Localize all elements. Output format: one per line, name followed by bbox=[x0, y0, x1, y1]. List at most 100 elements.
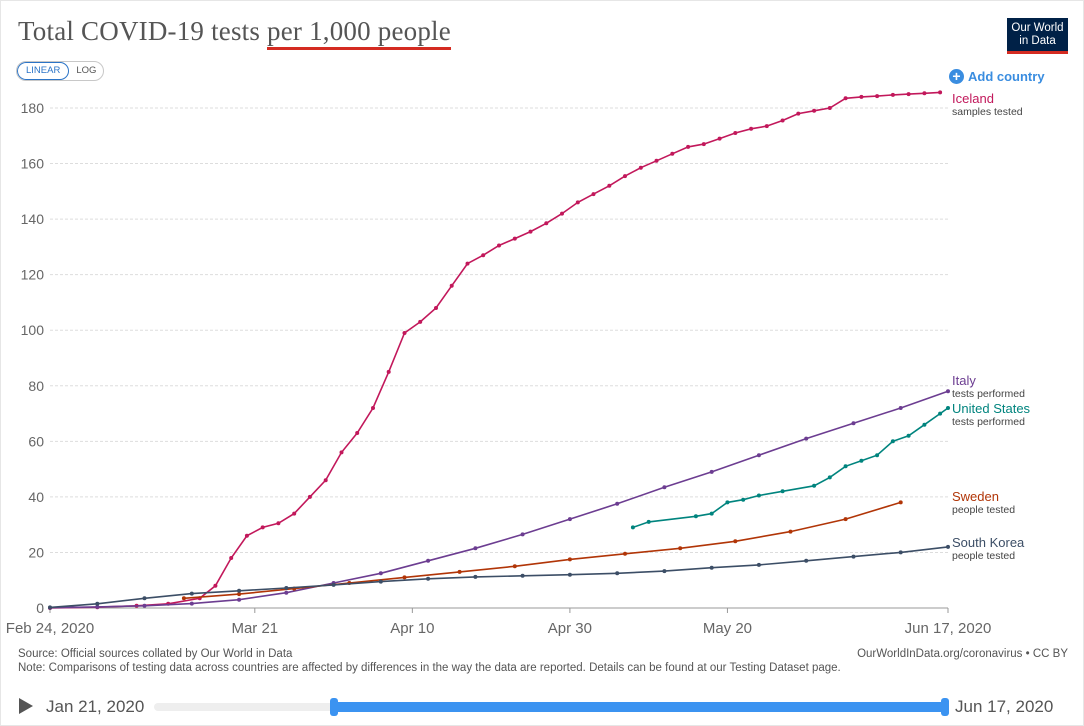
series-label: Iceland bbox=[952, 91, 994, 106]
play-icon[interactable] bbox=[19, 698, 33, 714]
series-sublabel: tests performed bbox=[952, 416, 1025, 428]
y-tick-label: 160 bbox=[21, 156, 45, 172]
y-tick-label: 0 bbox=[36, 600, 44, 616]
timeline-start-handle[interactable] bbox=[330, 698, 338, 716]
data-point bbox=[181, 596, 186, 601]
data-point bbox=[473, 546, 478, 551]
site-credit[interactable]: OurWorldInData.org/coronavirus • CC BY bbox=[857, 648, 1068, 660]
data-point bbox=[898, 406, 903, 410]
x-tick-label: Feb 24, 2020 bbox=[6, 620, 94, 637]
timeline-start-date: Jan 21, 2020 bbox=[46, 697, 145, 716]
data-point bbox=[646, 519, 651, 524]
source-text: Source: Official sources collated by Our… bbox=[18, 648, 293, 660]
data-point bbox=[946, 389, 950, 394]
data-point bbox=[402, 575, 407, 580]
timeline-end-handle[interactable] bbox=[941, 698, 949, 716]
data-point bbox=[733, 539, 738, 544]
data-point bbox=[938, 90, 943, 95]
data-point bbox=[804, 436, 809, 441]
data-point bbox=[229, 556, 234, 560]
data-point bbox=[465, 261, 470, 266]
data-point bbox=[827, 106, 832, 110]
data-point bbox=[780, 118, 785, 123]
data-point bbox=[512, 236, 517, 241]
data-point bbox=[756, 493, 761, 498]
data-point bbox=[142, 596, 147, 601]
data-point bbox=[906, 92, 911, 97]
x-tick-label: Jun 17, 2020 bbox=[905, 620, 992, 637]
series-sublabel: people tested bbox=[952, 550, 1015, 562]
data-point bbox=[796, 111, 801, 116]
data-point bbox=[449, 283, 454, 288]
y-tick-label: 20 bbox=[28, 544, 44, 560]
add-country-button[interactable]: + Add country bbox=[949, 69, 1045, 84]
data-point bbox=[520, 532, 525, 537]
data-point bbox=[804, 558, 809, 563]
data-point bbox=[756, 453, 761, 458]
data-point bbox=[615, 501, 620, 506]
data-point bbox=[292, 511, 297, 516]
data-point bbox=[567, 517, 572, 522]
data-point bbox=[95, 604, 100, 609]
data-point bbox=[938, 411, 943, 416]
data-point bbox=[686, 144, 691, 149]
timeline-selected-range[interactable] bbox=[333, 702, 945, 712]
data-point bbox=[890, 439, 895, 444]
data-point bbox=[189, 591, 194, 596]
y-tick-label: 60 bbox=[28, 433, 44, 449]
data-point bbox=[756, 562, 761, 567]
data-point bbox=[481, 253, 486, 258]
data-point bbox=[843, 464, 848, 469]
data-point bbox=[788, 529, 793, 534]
data-point bbox=[851, 554, 856, 559]
data-point bbox=[237, 588, 242, 593]
data-point bbox=[142, 603, 147, 608]
data-point bbox=[693, 514, 698, 519]
series-label: South Korea bbox=[952, 535, 1025, 550]
series-line bbox=[632, 407, 949, 529]
linear-scale-button[interactable]: LINEAR bbox=[17, 62, 70, 80]
data-point bbox=[237, 592, 242, 597]
data-point bbox=[591, 192, 596, 197]
data-point bbox=[434, 306, 438, 310]
data-point bbox=[560, 211, 564, 216]
data-point bbox=[843, 517, 848, 522]
data-point bbox=[749, 126, 754, 131]
title-highlight: per 1,000 people bbox=[267, 16, 451, 50]
data-point bbox=[654, 158, 659, 163]
data-point bbox=[276, 521, 281, 526]
data-point bbox=[355, 431, 360, 435]
data-point bbox=[812, 483, 817, 488]
data-point bbox=[630, 525, 635, 530]
data-point bbox=[875, 94, 880, 99]
x-tick-label: Mar 21 bbox=[231, 620, 278, 637]
data-point bbox=[946, 406, 950, 410]
data-point bbox=[843, 96, 848, 101]
data-point bbox=[812, 108, 817, 113]
data-point bbox=[418, 319, 423, 324]
data-point bbox=[48, 605, 52, 610]
owid-logo[interactable]: Our World in Data bbox=[1007, 18, 1068, 54]
data-point bbox=[678, 546, 683, 551]
data-point bbox=[709, 469, 714, 474]
data-point bbox=[922, 422, 927, 427]
data-point bbox=[284, 590, 289, 595]
data-point bbox=[457, 569, 462, 574]
data-point bbox=[670, 151, 675, 156]
data-point bbox=[339, 450, 344, 455]
data-point bbox=[260, 525, 265, 530]
data-point bbox=[851, 421, 856, 426]
data-point bbox=[402, 331, 407, 335]
data-point bbox=[497, 243, 501, 248]
title-prefix: Total COVID-19 tests bbox=[18, 16, 268, 46]
series-sublabel: people tested bbox=[952, 504, 1015, 516]
plus-icon: + bbox=[949, 69, 964, 84]
data-point bbox=[426, 576, 431, 581]
data-point bbox=[237, 597, 242, 602]
data-point bbox=[717, 136, 722, 141]
data-point bbox=[898, 550, 903, 555]
y-tick-label: 40 bbox=[28, 489, 44, 505]
log-scale-button[interactable]: LOG bbox=[76, 65, 97, 76]
data-point bbox=[331, 582, 336, 587]
add-country-label: Add country bbox=[968, 69, 1045, 84]
